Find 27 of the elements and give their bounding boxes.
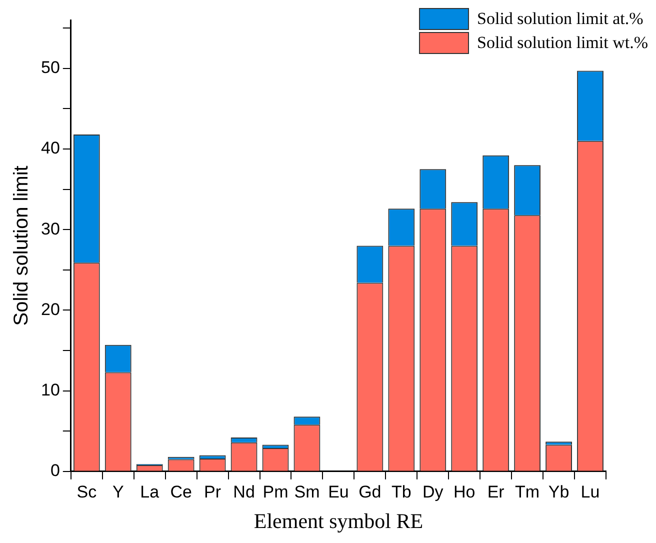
y-tick-label: 50 [40,58,60,78]
x-tick-label: Sm [294,482,320,502]
x-tick-label: La [140,482,160,502]
x-tick-label: Nd [233,482,255,502]
x-tick-label: Tb [391,482,412,502]
y-axis-title: Solid solution limit [10,165,33,326]
y-tick-label: 0 [50,461,60,480]
x-tick-label: Y [112,482,124,502]
x-tick-label: Lu [580,482,600,502]
y-tick-label: 30 [40,219,60,238]
x-tick-label: Ho [453,482,476,502]
x-tick-label: Ce [170,482,192,502]
x-tick-label: Er [487,482,505,502]
x-tick-label: Tm [515,482,540,502]
x-tick-label: Yb [548,482,570,502]
x-tick-label: Dy [422,482,444,502]
y-tick-label: 40 [40,138,60,158]
x-tick-label: Gd [358,482,382,502]
y-tick-label: 20 [40,300,60,319]
x-axis-title: Element symbol RE [254,508,424,533]
y-tick-label: 10 [40,380,60,400]
legend-label: Solid solution limit at.% [477,9,644,29]
x-tick-label: Pm [262,482,288,502]
x-tick-label: Eu [328,482,349,502]
x-tick-label: Sc [76,482,98,502]
legend-label: Solid solution limit wt.% [477,33,648,53]
x-tick-label: Pr [204,482,222,502]
